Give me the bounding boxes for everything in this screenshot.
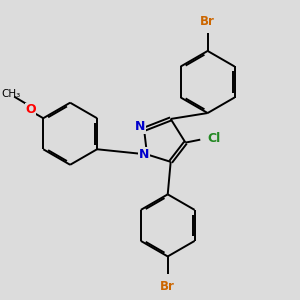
Text: N: N — [135, 120, 146, 134]
Text: CH₃: CH₃ — [2, 89, 21, 99]
Text: Br: Br — [200, 15, 215, 28]
Text: O: O — [25, 103, 36, 116]
Text: N: N — [139, 148, 149, 161]
Text: Cl: Cl — [208, 132, 221, 145]
Text: Br: Br — [160, 280, 175, 292]
